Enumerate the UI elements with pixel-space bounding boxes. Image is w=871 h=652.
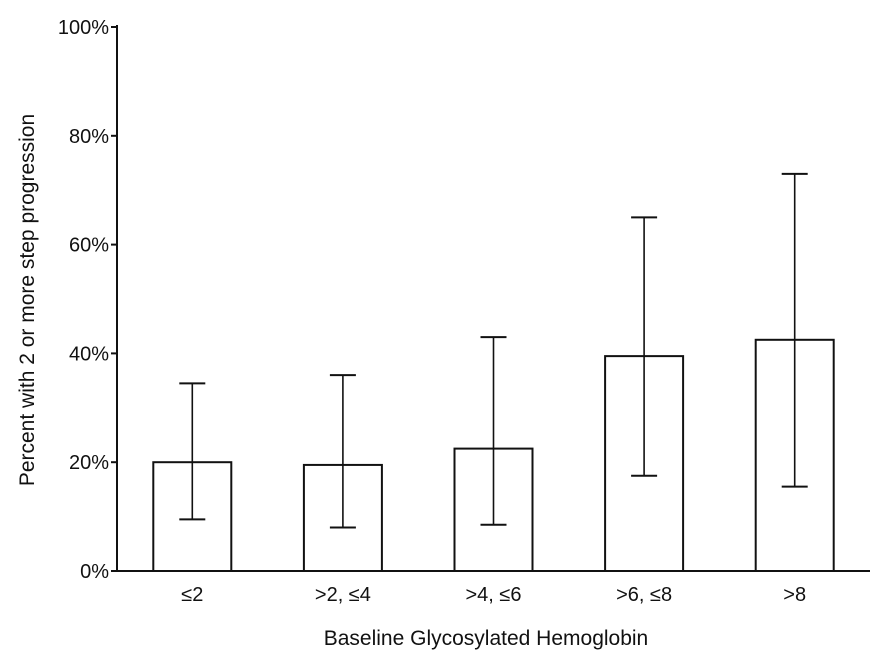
x-axis: ≤2 >2, ≤4 >4, ≤6 >6, ≤8 >8: [117, 570, 870, 606]
y-tick-label: 60%: [69, 235, 109, 257]
error-bars: [179, 172, 808, 529]
y-axis-title: Percent with 2 or more step progression: [16, 114, 39, 486]
y-tick-label: 100%: [58, 17, 109, 39]
y-axis: 0% 20% 40% 60% 80% 100%: [58, 17, 118, 583]
y-tick-label: 20%: [69, 452, 109, 474]
x-tick-label: >6, ≤8: [616, 584, 672, 606]
y-tick-label: 40%: [69, 343, 109, 365]
x-tick-label: >4, ≤6: [465, 584, 521, 606]
y-tick-label: 0%: [80, 561, 109, 583]
x-axis-title: Baseline Glycosylated Hemoglobin: [324, 627, 649, 650]
x-tick-label: >2, ≤4: [315, 584, 371, 606]
x-tick-label: ≤2: [181, 584, 203, 606]
x-tick-label: >8: [783, 584, 806, 606]
y-tick-label: 80%: [69, 126, 109, 148]
